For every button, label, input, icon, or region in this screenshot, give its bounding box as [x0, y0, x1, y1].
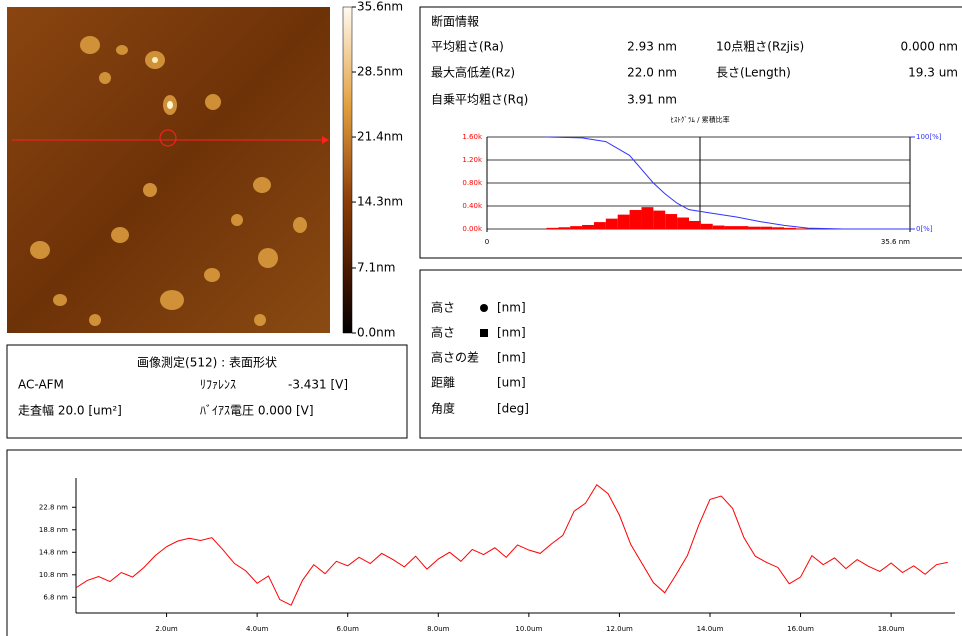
hist-bar	[784, 227, 796, 229]
hist-bar	[570, 226, 583, 229]
histogram-title: ﾋｽﾄｸﾞﾗﾑ / 累積比率	[670, 115, 729, 124]
colorbar-label: 28.5nm	[357, 65, 403, 79]
hist-bar	[688, 220, 701, 229]
colorbar-label: 14.3nm	[357, 195, 403, 209]
y2-tick-label: 100[%]	[916, 133, 942, 141]
value: 2.93 nm	[627, 40, 677, 54]
y-tick-label: 6.8 nm	[43, 593, 68, 601]
y-tick-label: 14.8 nm	[39, 548, 68, 556]
y-tick-label: 1.20k	[462, 156, 483, 164]
afm-image	[7, 7, 330, 333]
unit: [um]	[497, 376, 526, 390]
y2-tick-label: 0[%]	[916, 225, 933, 233]
x-tick-label: 2.0um	[155, 625, 178, 633]
hist-bar	[724, 226, 737, 229]
colorbar-label: 35.6nm	[357, 0, 403, 14]
x-tick-label: 35.6 nm	[881, 238, 910, 246]
hist-bar	[677, 217, 689, 229]
value: 22.0 nm	[627, 66, 677, 80]
unit: [deg]	[497, 402, 529, 416]
profile-panel	[6, 449, 962, 636]
unit: [nm]	[497, 326, 526, 340]
section-title: 断面情報	[431, 14, 479, 29]
scan: 走査幅 20.0 [um²]	[18, 403, 122, 418]
hist-bar	[760, 226, 773, 229]
label: 自乗平均粗さ(Rq)	[431, 93, 528, 107]
label: 高さ	[431, 325, 455, 340]
hist-bar	[546, 227, 559, 229]
unit: [nm]	[497, 351, 526, 365]
hist-bar	[629, 210, 642, 229]
y-tick-label: 1.60k	[462, 133, 483, 141]
circle-marker	[480, 304, 488, 312]
reference: -3.431 [V]	[288, 378, 348, 392]
measure-panel	[419, 269, 962, 439]
reference-label: ﾘﾌｧﾚﾝｽ	[200, 378, 236, 392]
colorbar-label: 21.4nm	[357, 130, 403, 144]
label: 高さ	[431, 300, 455, 315]
hist-bar	[736, 226, 749, 229]
hist-bar	[665, 214, 678, 229]
colorbar-label: 0.0nm	[357, 326, 395, 340]
x-tick-label: 6.0um	[337, 625, 360, 633]
colorbar	[342, 6, 353, 334]
mode: AC-AFM	[18, 378, 64, 392]
label: 10点粗さ(Rzjis)	[716, 40, 804, 54]
profile-line	[75, 484, 948, 606]
hist-bar	[772, 227, 785, 229]
y-tick-label: 10.8 nm	[39, 571, 68, 579]
x-tick-label: 14.0um	[697, 625, 724, 633]
label: 角度	[431, 401, 455, 416]
hist-bar	[605, 218, 618, 229]
x-tick-label: 0	[485, 238, 489, 246]
y-tick-label: 18.8 nm	[39, 526, 68, 534]
y-tick-label: 0.00k	[462, 225, 483, 233]
hist-bar	[617, 214, 630, 229]
y-tick-label: 22.8 nm	[39, 503, 68, 511]
label: 長さ(Length)	[716, 66, 791, 80]
info-title: 画像測定(512) : 表面形状	[137, 355, 277, 370]
label: 最大高低差(Rz)	[431, 65, 515, 80]
hist-bar	[653, 210, 666, 229]
x-tick-label: 4.0um	[246, 625, 269, 633]
section-panel	[419, 6, 962, 259]
hist-bar	[700, 223, 713, 229]
value: 0.000 nm	[901, 40, 958, 54]
x-tick-label: 10.0um	[515, 625, 542, 633]
colorbar-label: 7.1nm	[357, 260, 395, 274]
hist-bar	[641, 207, 654, 229]
unit: [nm]	[497, 301, 526, 315]
value: 19.3 um	[908, 66, 958, 80]
hist-bar	[558, 227, 571, 229]
square-marker	[480, 329, 488, 337]
hist-bar	[795, 228, 808, 229]
x-tick-label: 8.0um	[427, 625, 450, 633]
hist-bar	[593, 222, 606, 229]
y-tick-label: 0.80k	[462, 179, 483, 187]
hist-bar	[582, 224, 594, 229]
label: 距離	[431, 376, 455, 390]
image-info-panel	[6, 344, 408, 439]
x-tick-label: 18.0um	[878, 625, 905, 633]
cumulative-line	[546, 136, 910, 230]
label: 高さの差	[431, 350, 479, 365]
y-tick-label: 0.40k	[462, 202, 483, 210]
label: 平均粗さ(Ra)	[431, 40, 504, 54]
hist-bar	[712, 225, 725, 229]
value: 3.91 nm	[627, 93, 677, 107]
hist-bar	[748, 226, 761, 229]
bias: ﾊﾞｲｱｽ電圧 0.000 [V]	[200, 404, 314, 418]
x-tick-label: 16.0um	[787, 625, 814, 633]
x-tick-label: 12.0um	[606, 625, 633, 633]
